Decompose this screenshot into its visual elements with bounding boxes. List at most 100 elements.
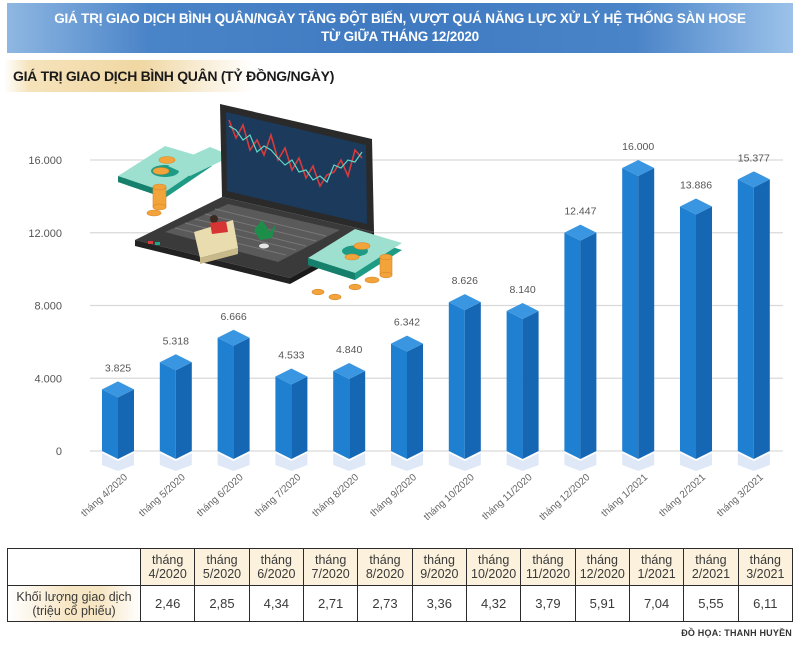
value-label: 5.318 [163, 335, 189, 347]
column-header-line-2: 4/2020 [148, 567, 187, 581]
bar [333, 362, 366, 471]
column-header-line-1: tháng [477, 553, 510, 567]
bar-chart: 0 4.000 8.000 12.000 16.000 [28, 104, 783, 523]
chart-title: GIÁ TRỊ GIAO DỊCH BÌNH QUÂN (TỶ ĐỒNG/NGÀ… [4, 60, 334, 92]
bar [159, 354, 192, 471]
column-header-line-1: tháng [152, 553, 184, 567]
table-cell-value: 6,11 [737, 585, 794, 622]
table-column-header: tháng 6/2020 [248, 548, 304, 586]
value-label: 8.140 [509, 284, 535, 296]
value-label: 15.377 [738, 152, 770, 164]
column-header-line-2: 3/2021 [746, 567, 785, 581]
table-corner-cell [7, 548, 141, 586]
column-header-line-2: 6/2020 [257, 567, 296, 581]
y-tick-label: 16.000 [28, 155, 62, 167]
table-cell-value: 2,73 [357, 585, 413, 622]
bar-left-face [391, 343, 407, 459]
x-tick-label: tháng 9/2020 [368, 472, 419, 520]
bars [102, 160, 770, 471]
x-tick-label: tháng 11/2020 [480, 472, 535, 523]
column-header-line-1: tháng [206, 553, 238, 567]
column-header-line-2: 7/2020 [311, 567, 350, 581]
bar-reflection [622, 453, 655, 471]
table-cell-value: 2,46 [139, 585, 196, 622]
value-label: 12.447 [564, 206, 596, 218]
bar-top-face [680, 198, 712, 215]
column-header-line-1: tháng [315, 553, 347, 567]
table-cell-value: 5,91 [574, 585, 630, 622]
infographic-header: GIÁ TRỊ GIAO DỊCH BÌNH QUÂN/NGÀY TĂNG ĐỘ… [7, 3, 793, 53]
y-tick-label: 12.000 [28, 228, 62, 240]
bar-right-face [580, 232, 597, 459]
bar [564, 224, 597, 471]
x-axis-tick-labels: tháng 4/2020 tháng 5/2020 tháng 6/2020 thán… [79, 472, 766, 523]
bar-reflection [737, 453, 770, 471]
bar [448, 294, 481, 471]
value-labels: 3.825 5.318 6.666 4.533 4.840 6.342 8.626 8.140… [105, 141, 770, 374]
column-header-line-1: tháng [369, 553, 401, 567]
bar [737, 171, 770, 471]
bar-left-face [506, 310, 523, 459]
bar-left-face [448, 302, 465, 459]
gridlines [90, 159, 783, 452]
table-column-header: tháng 3/2021 [737, 548, 794, 586]
header-title-line-1: GIÁ TRỊ GIAO DỊCH BÌNH QUÂN/NGÀY TĂNG ĐỘ… [54, 11, 746, 26]
column-header-line-2: 9/2020 [420, 567, 459, 581]
table-cell-value: 2,71 [302, 585, 359, 622]
table-cell-value: 7,04 [628, 585, 685, 622]
bar-left-face [159, 362, 176, 459]
table-header-row: tháng 4/2020 tháng 5/2020 tháng 6/2020 tháng 7/… [7, 548, 794, 586]
x-tick-label: tháng 1/2021 [599, 472, 650, 520]
coins-left-icon [146, 156, 176, 217]
trading-volume-table: tháng 4/2020 tháng 5/2020 tháng 6/2020 tháng 7/… [7, 548, 794, 622]
x-tick-label: tháng 2/2021 [657, 472, 708, 520]
bar-right-face [175, 362, 192, 459]
bar-left-face [564, 232, 581, 459]
table-cell-value: 5,55 [683, 585, 739, 622]
bar-reflection [564, 453, 597, 471]
column-header-line-2: 1/2021 [637, 567, 676, 581]
row-label-line-2: (triệu cổ phiếu) [32, 603, 116, 618]
bar-left-face [217, 337, 234, 459]
table-column-header: tháng 1/2021 [628, 548, 685, 586]
table-cell-value: 4,32 [465, 585, 522, 622]
bar-right-face [233, 337, 250, 459]
header-title-line-2: TỪ GIỮA THÁNG 12/2020 [321, 29, 479, 44]
value-label: 3.825 [105, 362, 131, 374]
y-tick-label: 8.000 [34, 301, 62, 313]
x-tick-label: tháng 12/2020 [538, 472, 593, 523]
value-label: 4.840 [336, 344, 362, 356]
table-column-header: tháng 5/2020 [194, 548, 250, 586]
graphic-credit: ĐỒ HỌA: THANH HUYỀN [681, 628, 792, 638]
x-tick-label: tháng 3/2021 [715, 472, 766, 520]
x-tick-label: tháng 5/2020 [137, 472, 188, 520]
value-label: 4.533 [278, 350, 304, 362]
bar [102, 381, 134, 471]
column-header-line-1: tháng [695, 553, 727, 567]
value-label: 16.000 [622, 141, 654, 153]
column-header-line-1: tháng [423, 553, 455, 567]
bar-top-face [622, 160, 655, 176]
bar-left-face [275, 376, 292, 459]
bar-top-face [102, 381, 134, 398]
bar-reflection [680, 453, 712, 471]
bar-reflection [275, 453, 308, 471]
value-label: 13.886 [680, 179, 712, 191]
table-cell-value: 3,79 [520, 585, 576, 622]
bar-top-face [564, 224, 597, 241]
table-cell-value: 3,36 [411, 585, 467, 622]
bar-right-face [696, 206, 712, 459]
row-label-line-1: Khối lượng giao dịch [16, 589, 132, 604]
x-tick-label: tháng 8/2020 [310, 472, 361, 520]
column-header-line-1: tháng [749, 553, 781, 567]
column-header-line-2: 10/2020 [471, 567, 517, 581]
bar-reflection [102, 453, 134, 471]
x-tick-label: tháng 7/2020 [253, 472, 304, 520]
bar [680, 198, 712, 471]
column-header-line-2: 12/2020 [579, 567, 625, 581]
table-column-header: tháng 12/2020 [574, 548, 630, 586]
value-label: 8.626 [452, 275, 478, 287]
bar-right-face [291, 376, 308, 459]
column-header-line-1: tháng [532, 553, 564, 567]
column-header-line-1: tháng [260, 553, 292, 567]
